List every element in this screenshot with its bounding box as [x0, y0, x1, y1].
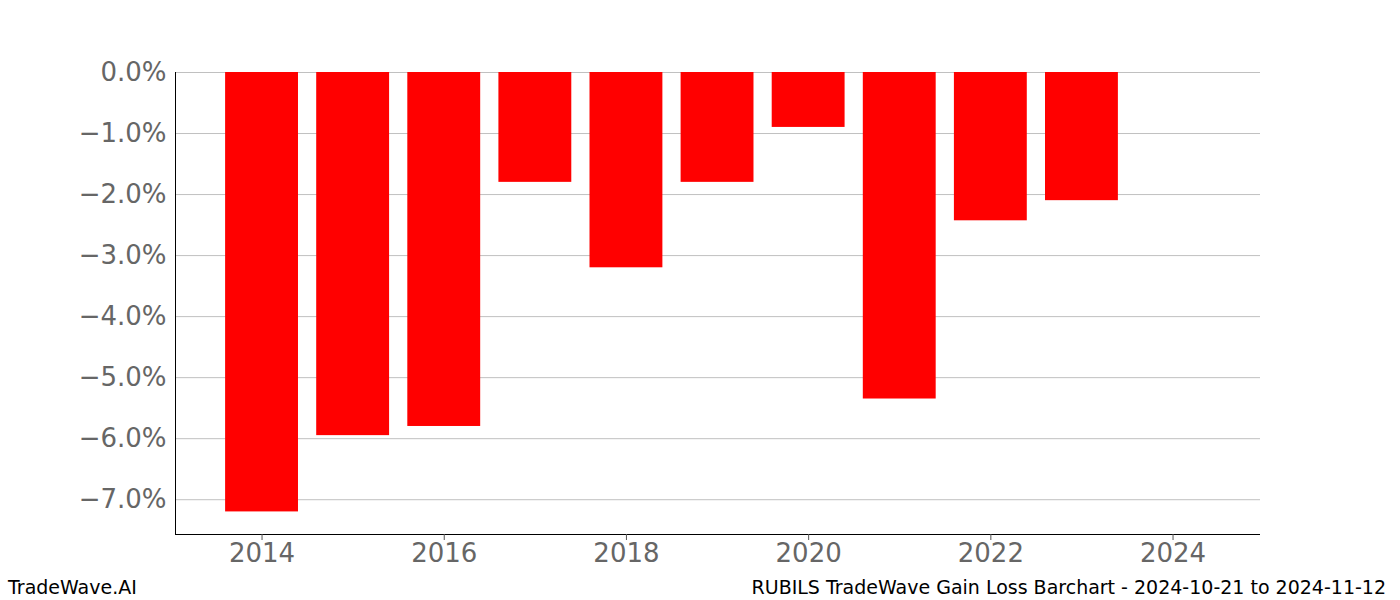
svg-text:2022: 2022 — [958, 538, 1024, 568]
svg-text:2014: 2014 — [229, 538, 295, 568]
svg-text:2016: 2016 — [411, 538, 477, 568]
svg-text:2024: 2024 — [1140, 538, 1206, 568]
svg-text:−5.0%: −5.0% — [79, 362, 167, 392]
svg-text:−3.0%: −3.0% — [79, 240, 167, 270]
html-text:RUBILS TradeWave Gain Loss Bar: RUBILS TradeWave Gain Loss Barchart - 20… — [751, 576, 1386, 598]
svg-text:−4.0%: −4.0% — [79, 301, 167, 331]
html-text:TradeWave.AI: TradeWave.AI — [8, 576, 137, 598]
svg-text:−6.0%: −6.0% — [79, 423, 167, 453]
svg-text:0.0%: 0.0% — [100, 57, 166, 87]
svg-text:2020: 2020 — [776, 538, 842, 568]
svg-text:−7.0%: −7.0% — [79, 484, 167, 514]
svg-text:−2.0%: −2.0% — [79, 179, 167, 209]
svg-text:2018: 2018 — [593, 538, 659, 568]
svg-text:−1.0%: −1.0% — [79, 118, 167, 148]
